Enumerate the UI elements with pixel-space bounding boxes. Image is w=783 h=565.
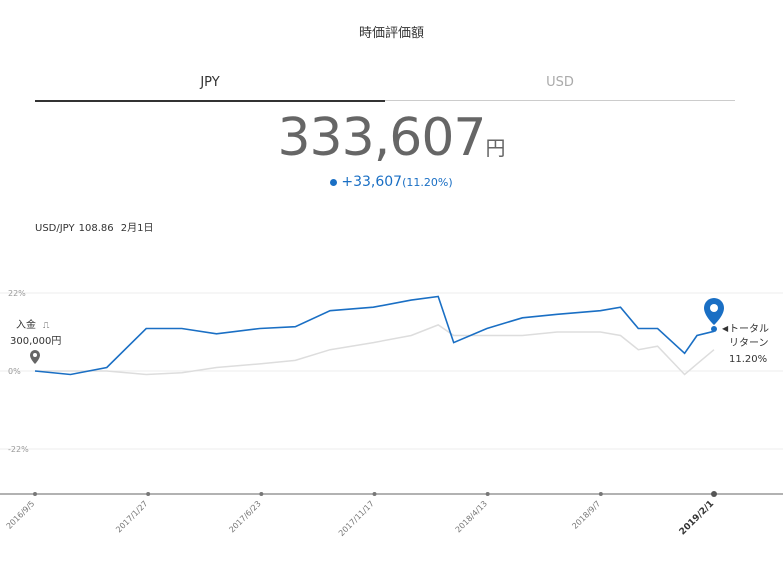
change-value: +33,607: [341, 174, 403, 190]
deposit-pin-icon[interactable]: [30, 350, 40, 364]
page-title: 時価評価額: [358, 26, 424, 41]
x-tick-dot: [33, 492, 37, 496]
change-percent: (11.20%): [402, 176, 453, 189]
amount-value: 333,607: [277, 108, 486, 168]
x-tick-label: 2018/4/13: [454, 499, 489, 534]
deposit-label: 入金: [16, 318, 36, 331]
change-dot-icon: [330, 178, 338, 186]
y-tick-label: 22%: [8, 289, 26, 298]
x-tick-dot: [146, 492, 151, 496]
pointer-left-icon: ◀: [722, 324, 729, 333]
current-pin-icon[interactable]: [704, 298, 724, 325]
tab-usd[interactable]: USD: [385, 75, 735, 101]
x-tick-label: 2017/6/23: [227, 499, 262, 534]
rate-date: 2月1日: [120, 223, 154, 234]
x-tick-dot: [259, 492, 264, 496]
rate-pair: USD/JPY: [35, 223, 75, 234]
total-return-line2: リターン: [729, 337, 769, 349]
y-tick-label: 0%: [8, 367, 21, 376]
x-tick-dot: [485, 492, 490, 496]
amount-unit: 円: [485, 136, 506, 160]
y-tick-label: -22%: [8, 445, 29, 454]
valuation-amount: 333,607円: [0, 108, 783, 168]
exchange-rate: USD/JPY 108.86 2月1日: [35, 219, 158, 234]
performance-chart: 22% 0% -22% 2016/9/5 2017/1/27 2017/6/23 2017…: [0, 289, 783, 538]
deposit-icon: ⎍: [43, 321, 50, 331]
total-return-line1: トータル: [729, 323, 769, 335]
x-tick-label: 2017/11/17: [337, 499, 376, 538]
portfolio-line: [34, 295, 715, 376]
valuation-change: +33,607(11.20%): [0, 174, 783, 190]
x-tick-dot: [372, 492, 377, 496]
benchmark-line: [35, 324, 715, 376]
x-tick-dot: [711, 491, 717, 497]
x-tick-label: 2016/9/5: [5, 499, 37, 531]
rate-value: 108.86: [78, 223, 114, 234]
current-point: [711, 326, 717, 332]
x-tick-label: 2019/2/1: [678, 499, 716, 537]
tab-jpy[interactable]: JPY: [35, 75, 385, 102]
x-tick-label: 2018/9/7: [570, 499, 602, 531]
x-tick-label: 2017/1/27: [114, 499, 149, 534]
x-tick-dot: [598, 492, 603, 496]
total-return-value: 11.20%: [729, 354, 767, 365]
deposit-amount: 300,000円: [10, 336, 61, 347]
